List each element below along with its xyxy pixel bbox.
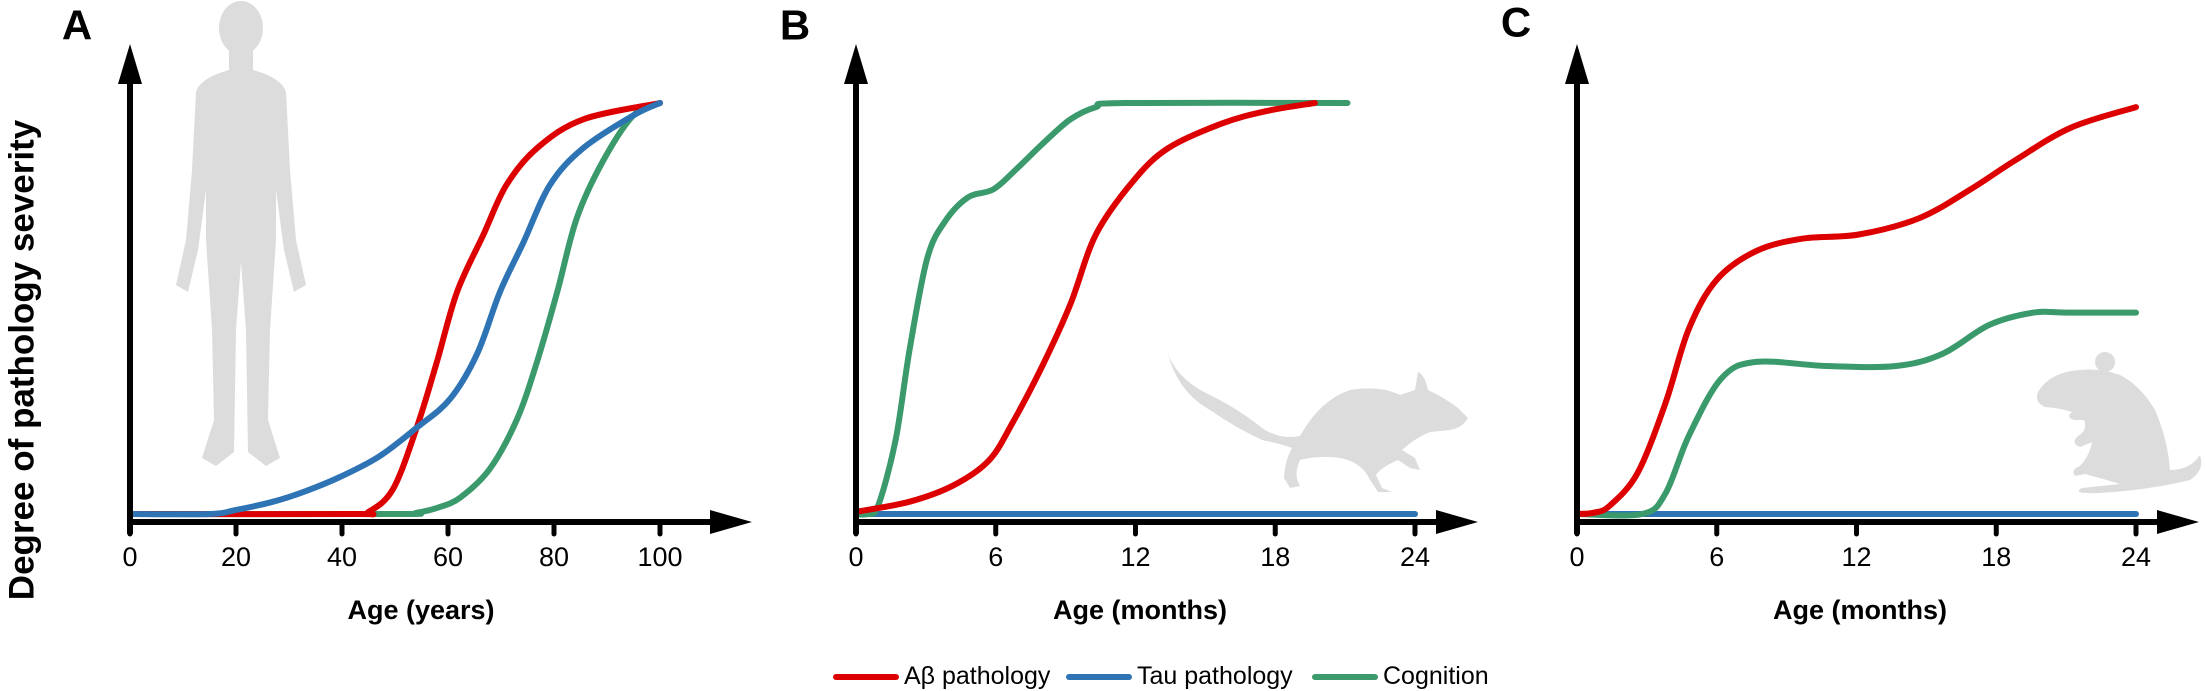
x-tick-label: 18 xyxy=(1260,542,1290,572)
legend-label: Tau pathology xyxy=(1137,662,1293,690)
panel-c: C 0 6 12 18 24 Age (months) xyxy=(1501,0,2199,625)
x-tick-label: 100 xyxy=(637,542,682,572)
x-axis-arrow-icon xyxy=(710,510,752,534)
series-line-cognition xyxy=(853,99,1351,518)
rat-silhouette-icon xyxy=(1168,354,1468,492)
series-line-a-pathology xyxy=(1574,104,2139,517)
series-line-a-pathology xyxy=(853,100,1318,515)
silhouettes xyxy=(176,1,2202,494)
x-tick-label: 80 xyxy=(539,542,569,572)
series-line-cognition xyxy=(127,100,663,518)
mouse-silhouette-icon xyxy=(2036,352,2202,494)
x-tick-label: 12 xyxy=(1841,542,1871,572)
x-tick-label: 60 xyxy=(433,542,463,572)
series-line-tau-pathology xyxy=(127,100,663,518)
x-tick-label: 24 xyxy=(1400,542,1430,572)
legend: Aβ pathology Tau pathology Cognition xyxy=(833,662,1489,690)
x-tick-label: 0 xyxy=(122,542,137,572)
x-axis-title: Age (years) xyxy=(347,595,494,625)
y-axis-arrow-icon xyxy=(1565,44,1589,84)
panel-a: A 0 20 40 60 80 100 Age (years) xyxy=(62,2,752,625)
panel-label: B xyxy=(780,2,810,49)
x-tick-label: 24 xyxy=(2121,542,2151,572)
y-axis-arrow-icon xyxy=(118,44,142,84)
x-tick-label: 40 xyxy=(327,542,357,572)
x-tick-label: 6 xyxy=(1709,542,1724,572)
series-line-cognition xyxy=(1574,308,2139,519)
x-axis-arrow-icon xyxy=(2157,510,2199,534)
human-silhouette-icon xyxy=(176,1,306,466)
y-axis-arrow-icon xyxy=(844,44,868,84)
series-line-a-pathology xyxy=(127,100,663,518)
y-axis-title: Degree of pathology severity xyxy=(3,119,42,600)
panel-label: A xyxy=(62,2,92,49)
panel-label: C xyxy=(1501,0,1531,46)
x-tick-label: 20 xyxy=(221,542,251,572)
panel-b: B 0 6 12 18 24 Age (months) xyxy=(780,2,1478,625)
legend-item: Aβ pathology xyxy=(833,662,1051,690)
legend-item: Cognition xyxy=(1312,662,1489,690)
x-axis-arrow-icon xyxy=(1436,510,1478,534)
legend-label: Cognition xyxy=(1383,662,1489,690)
x-tick-label: 0 xyxy=(848,542,863,572)
x-tick-label: 12 xyxy=(1120,542,1150,572)
legend-item: Tau pathology xyxy=(1066,662,1293,690)
x-tick-label: 18 xyxy=(1981,542,2011,572)
x-tick-label: 6 xyxy=(988,542,1003,572)
x-axis-title: Age (months) xyxy=(1053,595,1227,625)
x-tick-label: 0 xyxy=(1569,542,1584,572)
legend-label: Aβ pathology xyxy=(904,662,1051,690)
x-axis-title: Age (months) xyxy=(1773,595,1947,625)
